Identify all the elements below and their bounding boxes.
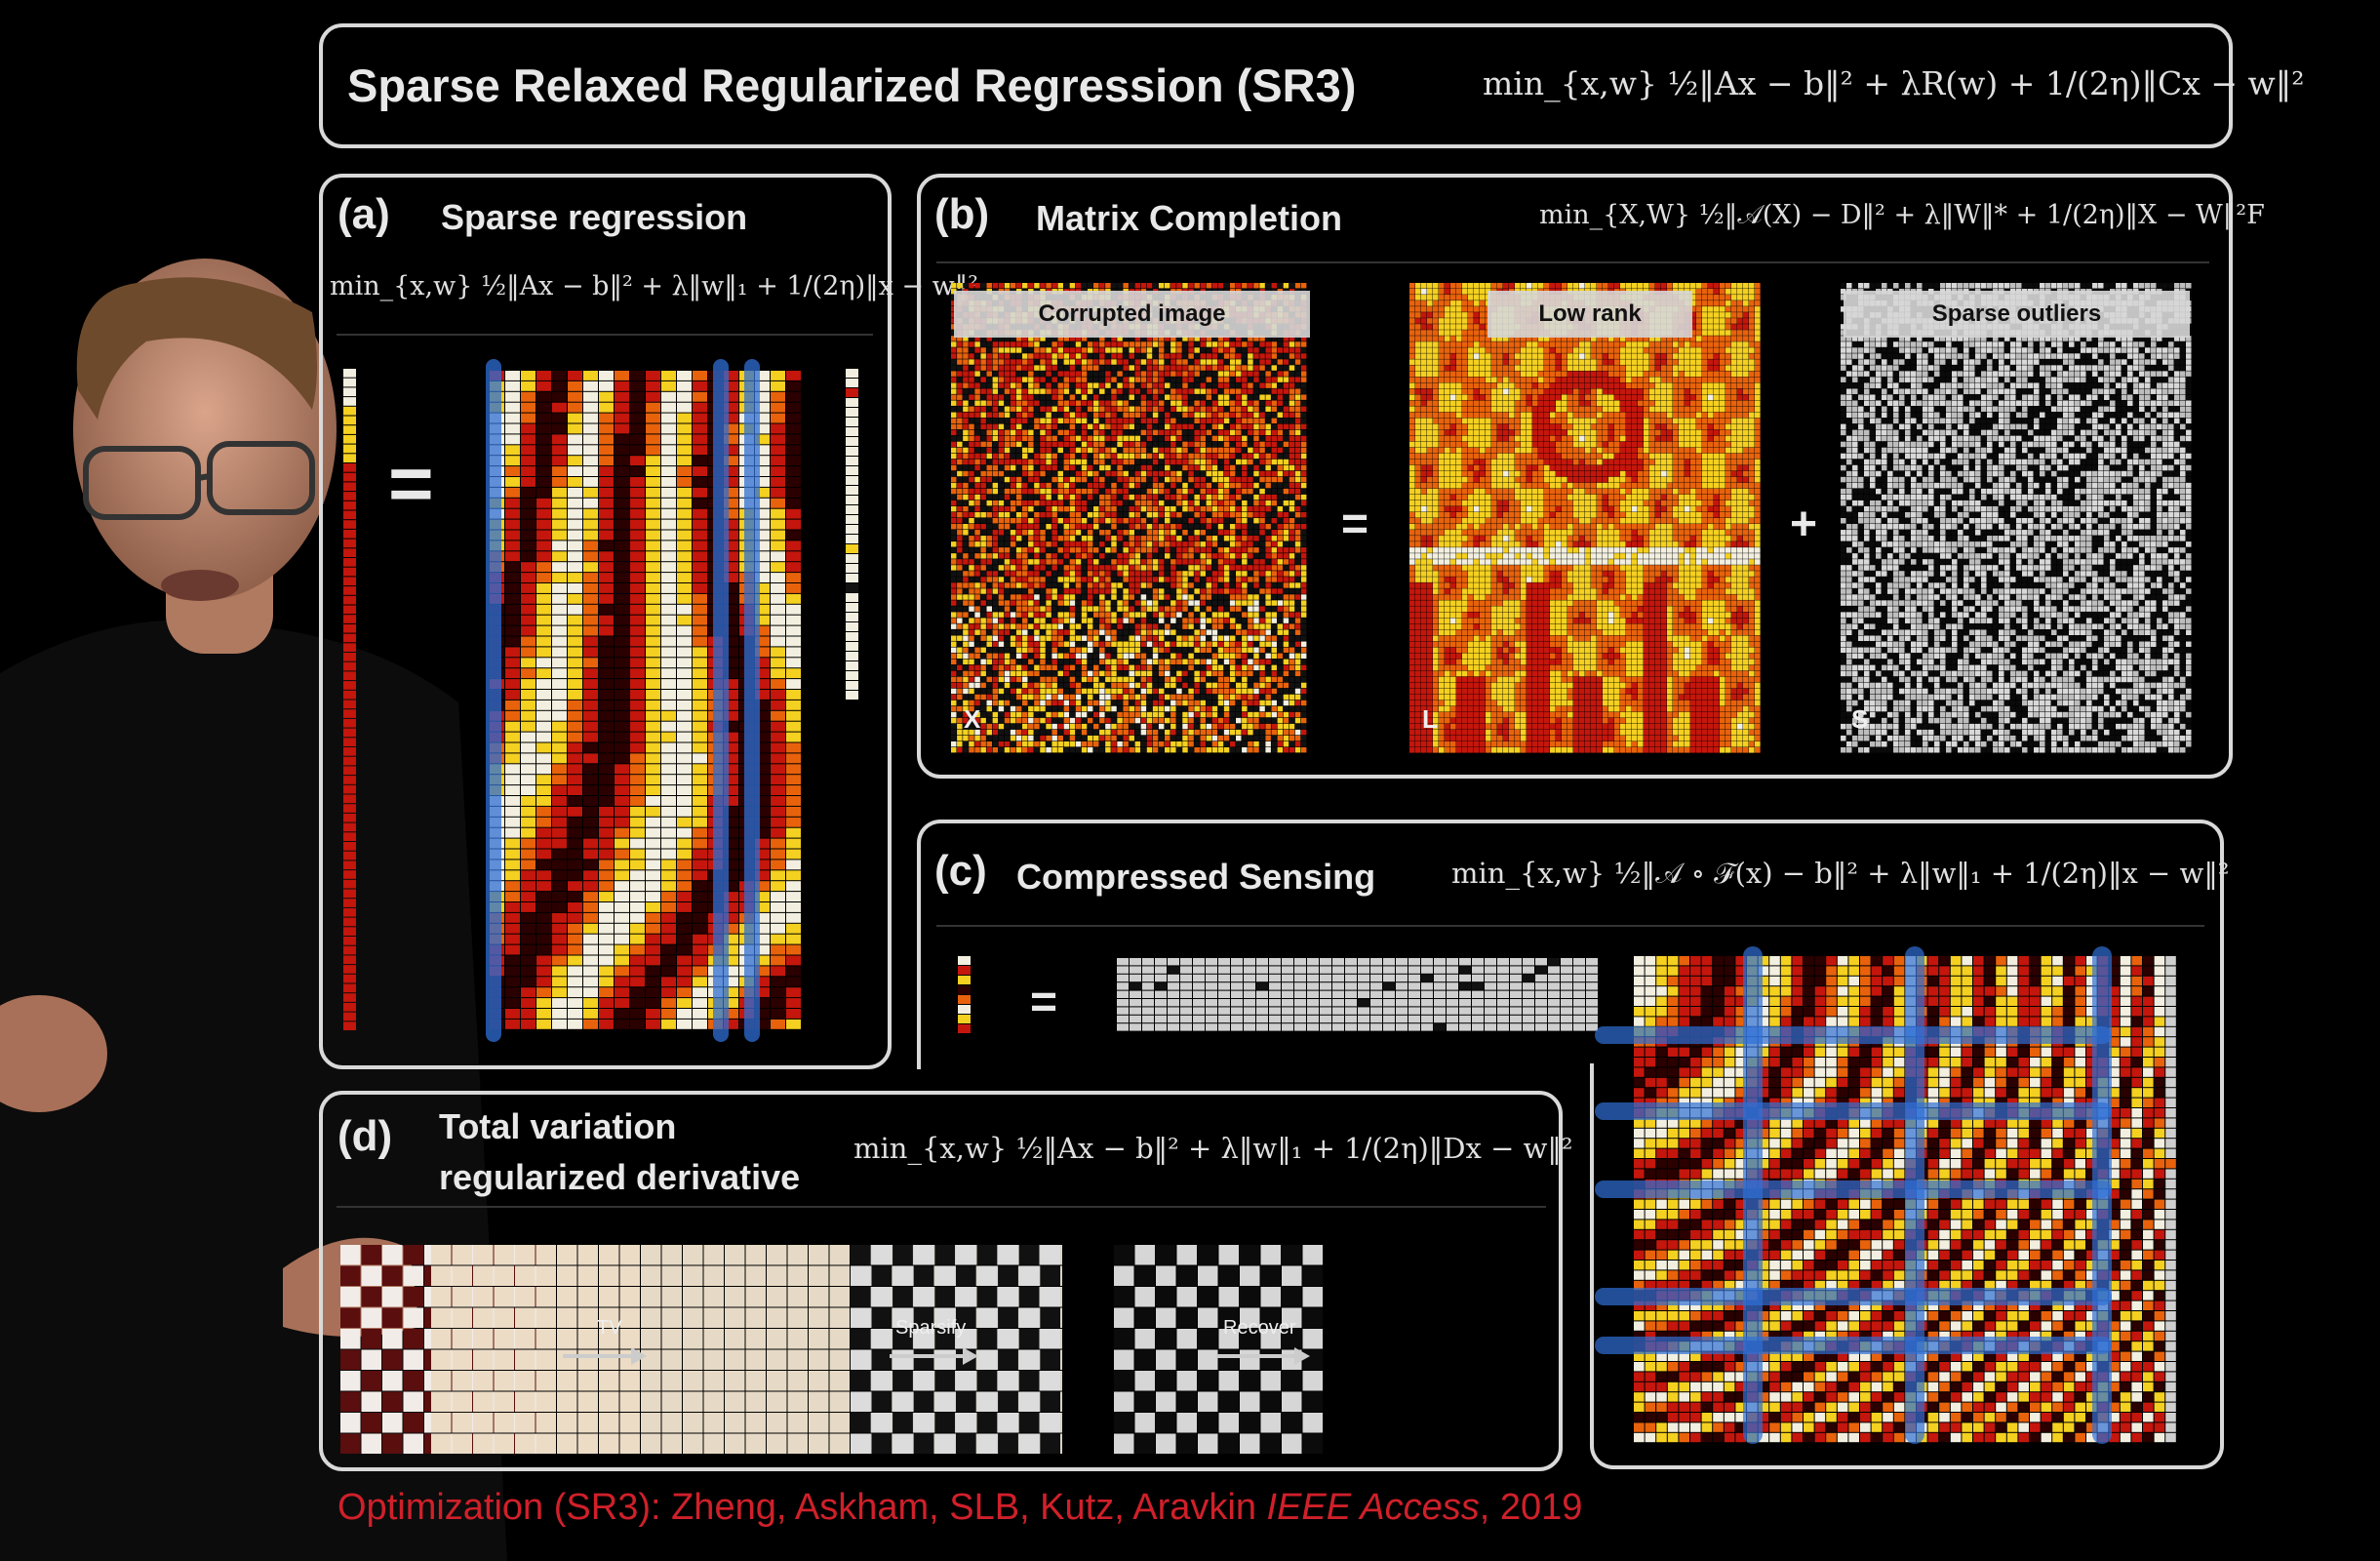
corrupted-image [951, 283, 1307, 753]
panel-b-plus: + [1790, 499, 1818, 550]
citation-journal: IEEE Access [1266, 1487, 1480, 1528]
citation-authors: Optimization (SR3): Zheng, Askham, SLB, … [337, 1487, 1267, 1528]
panel-d-title-line2: regularized derivative [439, 1157, 801, 1197]
panel-a-title: Sparse regression [441, 197, 748, 237]
panel-a-heatmap [343, 359, 858, 1042]
citation: Optimization (SR3): Zheng, Askham, SLB, … [337, 1487, 1582, 1529]
low-rank-tag: L [1422, 704, 1438, 734]
panel-d-total-variation [319, 1091, 1563, 1471]
panel-c-divider [936, 925, 2204, 927]
panel-b-divider [936, 261, 2209, 263]
panel-c-letter: (c) [934, 847, 987, 895]
panel-a-formula: min_{x,w} ½‖Ax − b‖² + λ‖w‖₁ + 1/(2η)‖x … [330, 271, 979, 301]
panel-b-title: Matrix Completion [1036, 198, 1343, 238]
sparse-outliers-tag: S [1851, 704, 1869, 734]
panel-d-formula: min_{x,w} ½‖Ax − b‖² + λ‖w‖₁ + 1/(2η)‖Dx… [853, 1132, 1573, 1165]
panel-b-letter: (b) [934, 190, 990, 238]
panel-d-letter: (d) [337, 1112, 393, 1160]
panel-a-equals: = [388, 440, 434, 527]
step-tv-label: TV [597, 1317, 622, 1339]
page-title: Sparse Relaxed Regularized Regression (S… [347, 60, 1357, 111]
panel-a-sparse-regression [319, 174, 892, 1069]
presenter-figure [0, 259, 507, 1561]
corrupted-image-tag: X [964, 704, 981, 734]
panel-c-title: Compressed Sensing [1016, 857, 1376, 897]
step-sparsify-label: Sparsify [895, 1317, 967, 1339]
header-formula: min_{x,w} ½‖Ax − b‖² + λR(w) + 1/(2η)‖Cx… [1483, 64, 2305, 102]
sparse-outliers-caption: Sparse outliers [1844, 291, 2190, 338]
low-rank-image [1409, 283, 1761, 753]
panel-c-measurement-grid [958, 946, 2176, 1444]
panel-b-equals: = [1341, 499, 1369, 550]
panel-d-divider [337, 1206, 1546, 1208]
panel-d-pipeline [340, 1245, 1323, 1454]
panel-d-title-line1: Total variation [439, 1106, 677, 1146]
low-rank-caption: Low rank [1488, 291, 1692, 338]
panel-c-formula: min_{x,w} ½‖𝒜 ∘ ℱ(x) − b‖² + λ‖w‖₁ + 1/(… [1451, 857, 2230, 890]
header-frame [319, 23, 2233, 148]
panel-a-letter: (a) [337, 190, 390, 238]
step-recover-label: Recover [1223, 1317, 1296, 1339]
citation-year: , 2019 [1479, 1487, 1583, 1528]
panel-c-equals: = [1030, 977, 1058, 1028]
panel-c-lower-frame [1590, 1063, 2224, 1469]
panel-b-matrix-completion [917, 174, 2233, 779]
panel-b-formula: min_{X,W} ½‖𝒜(X) − D‖² + λ‖W‖* + 1/(2η)‖… [1539, 200, 2265, 230]
panel-a-divider [337, 334, 873, 336]
sparse-outliers-image [1841, 283, 2192, 753]
corrupted-image-caption: Corrupted image [954, 291, 1310, 338]
panel-c-compressed-sensing [917, 820, 2224, 1069]
